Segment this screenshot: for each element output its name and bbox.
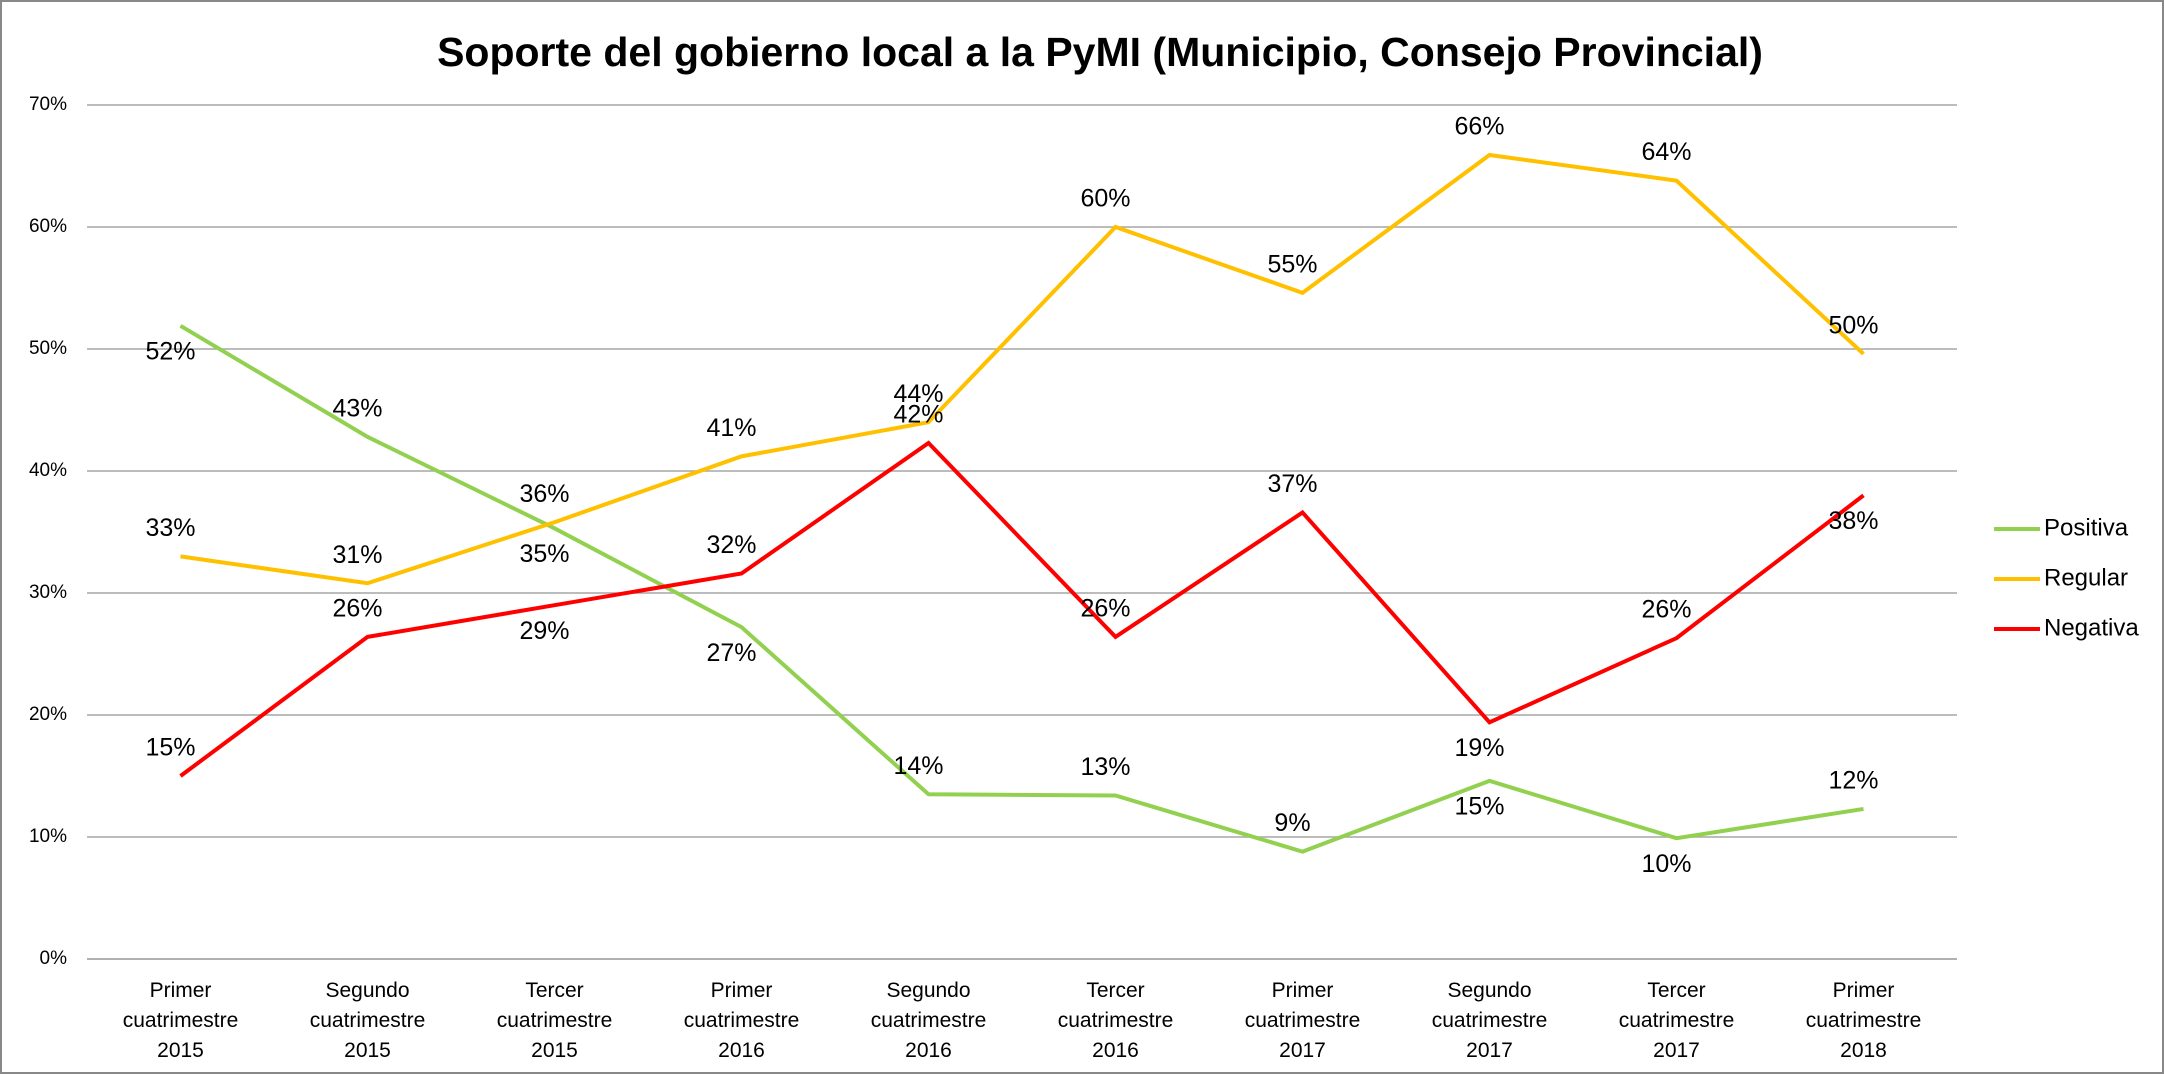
data-label: 13% (1080, 753, 1130, 781)
data-label: 64% (1641, 138, 1691, 166)
data-label: 26% (1080, 595, 1130, 623)
data-label: 44% (893, 380, 943, 408)
y-tick-label: 70% (29, 94, 67, 115)
data-label: 50% (1828, 311, 1878, 339)
data-label: 14% (893, 752, 943, 780)
data-label: 55% (1267, 250, 1317, 278)
legend-label: Positiva (2044, 514, 2129, 541)
data-label: 26% (332, 595, 382, 623)
x-tick-label: Tercer cuatrimestre 2016 (1057, 979, 1174, 1062)
y-tick-label: 60% (29, 216, 67, 237)
y-tick-label: 20% (29, 704, 67, 725)
line-series (179, 324, 1864, 854)
data-label: 19% (1454, 734, 1504, 762)
data-label: 52% (145, 337, 195, 365)
x-tick-label: Tercer cuatrimestre 2015 (496, 979, 613, 1062)
data-label: 12% (1828, 767, 1878, 795)
x-tick-label: Segundo cuatrimestre 2017 (1431, 979, 1548, 1062)
y-tick-label: 0% (40, 948, 68, 969)
data-label: 38% (1828, 507, 1878, 535)
chart-title: Soporte del gobierno local a la PyMI (Mu… (437, 29, 1763, 75)
data-label: 15% (145, 734, 195, 762)
x-tick-label: Primer cuatrimestre 2018 (1805, 979, 1922, 1062)
data-label: 27% (706, 639, 756, 667)
data-label: 35% (519, 540, 569, 568)
y-tick-label: 50% (29, 338, 67, 359)
y-tick-label: 30% (29, 582, 67, 603)
data-label: 42% (893, 401, 943, 429)
data-label: 33% (145, 514, 195, 542)
x-tick-label: Primer cuatrimestre 2017 (1244, 979, 1361, 1062)
data-label: 26% (1641, 596, 1691, 624)
x-tick-label: Primer cuatrimestre 2015 (122, 979, 239, 1062)
x-tick-label: Tercer cuatrimestre 2017 (1618, 979, 1735, 1062)
line-series (180, 152, 1865, 586)
x-tick-label: Segundo cuatrimestre 2015 (309, 979, 426, 1062)
data-label: 32% (706, 531, 756, 559)
line-series (179, 440, 1865, 778)
data-label: 66% (1454, 113, 1504, 141)
data-label: 37% (1267, 470, 1317, 498)
x-tick-label: Segundo cuatrimestre 2016 (870, 979, 987, 1062)
data-label: 41% (706, 414, 756, 442)
data-label: 10% (1641, 850, 1691, 878)
y-tick-label: 40% (29, 460, 67, 481)
data-label: 31% (332, 541, 382, 569)
legend-label: Negativa (2044, 614, 2139, 641)
data-label: 60% (1080, 185, 1130, 213)
data-label: 36% (519, 480, 569, 508)
data-label: 9% (1274, 809, 1310, 837)
data-label: 15% (1454, 792, 1504, 820)
y-tick-label: 10% (29, 826, 67, 847)
legend-label: Regular (2044, 564, 2128, 591)
data-label: 29% (519, 617, 569, 645)
data-label: 43% (332, 394, 382, 422)
x-tick-label: Primer cuatrimestre 2016 (683, 979, 800, 1062)
